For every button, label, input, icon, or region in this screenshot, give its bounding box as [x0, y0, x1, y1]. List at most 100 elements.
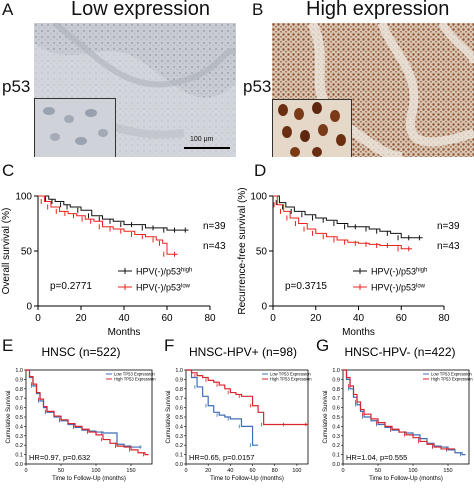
y-axis-label: Recurrence-free survival (%)	[237, 187, 248, 314]
x-tick-label: 0	[270, 313, 276, 324]
y-tick-label: 0.6	[332, 406, 340, 412]
y-tick-label: 0	[26, 302, 32, 313]
y-tick-label: 0.4	[332, 424, 340, 430]
y-tick-label: 0.0	[15, 462, 23, 468]
x-tick-label: 150	[443, 468, 452, 474]
hazard-ratio-annotation: HR=1.04, p=0.555	[346, 453, 407, 462]
y-tick-label: 0.1	[15, 453, 23, 459]
legend-label: Low TP53 Expression	[270, 372, 311, 377]
x-tick-label: 20	[310, 313, 322, 324]
panel-letter-d: D	[254, 161, 267, 180]
high-expression-curve	[343, 369, 455, 450]
y-tick-label: 0.4	[15, 424, 23, 430]
legend-label: High TP53 Expression	[114, 377, 156, 382]
chart-title: HNSC (n=522)	[41, 345, 120, 359]
n-label: n=39	[437, 221, 460, 232]
survival-curve-high	[38, 195, 189, 231]
x-tick-label: 50	[58, 468, 64, 474]
chart-title: HNSC-HPV- (n=422)	[344, 345, 455, 359]
legend-label: HPV(-)/p53low	[371, 283, 426, 293]
y-axis-label: Cumulative Survival	[323, 390, 329, 443]
y-tick-label: 0.8	[175, 387, 183, 393]
x-axis-label: Months	[342, 327, 375, 336]
x-tick-label: 0	[341, 468, 344, 474]
y-tick-label: 0.8	[332, 387, 340, 393]
y-tick-label: 0.2	[175, 443, 183, 449]
x-tick-label: 0	[35, 313, 41, 324]
x-tick-label: 80	[204, 313, 216, 324]
low-expression-curve	[343, 369, 466, 456]
y-tick-label: 100	[15, 192, 32, 203]
y-tick-label: 0.2	[332, 443, 340, 449]
y-tick-label: 0.9	[15, 377, 23, 383]
x-tick-label: 40	[118, 313, 130, 324]
chart-f-hnsc-hpv-pos: HNSC-HPV+ (n=98) 0.0 0.1 0.2 0.3 0.4 0.5 0.6 0.7…	[166, 345, 312, 482]
low-expression-curve	[26, 369, 142, 448]
x-tick-label: 0	[24, 468, 27, 474]
y-tick-label: 0.6	[15, 406, 23, 412]
chart-f-plot: HNSC-HPV+ (n=98) 0.0 0.1 0.2 0.3 0.4 0.5 0.6 0.7…	[166, 345, 312, 482]
legend-label: High TP53 Expression	[270, 377, 312, 382]
y-tick-label: 0.2	[15, 443, 23, 449]
micrograph-high-inset	[272, 99, 352, 157]
panel-b-row-label: p53	[243, 77, 272, 96]
legend-superscript: high	[181, 268, 192, 274]
y-tick-label: 0.9	[175, 377, 183, 383]
y-tick-label: 0.3	[175, 434, 183, 440]
chart-title: HNSC-HPV+ (n=98)	[189, 345, 297, 359]
x-axis-label: Time to Follow-Up (months)	[52, 476, 126, 482]
legend-superscript: low	[181, 284, 191, 290]
n-label: n=43	[437, 241, 460, 252]
survival-curve-low	[38, 195, 178, 255]
legend-label: High TP53 Expression	[431, 377, 473, 382]
hazard-ratio-annotation: HR=0.65, p=0.0157	[189, 453, 254, 462]
micrograph-low-expression: 100 μm	[34, 23, 236, 157]
chart-d-plot: 0 50 100 0 20 40 60 80 Months Recurrence-free sur…	[237, 187, 460, 336]
x-tick-label: 100	[292, 468, 301, 474]
panel-a-row-label: p53	[2, 77, 31, 96]
micrograph-high-svg	[272, 23, 474, 157]
high-expression-curve	[186, 369, 308, 426]
x-tick-label: 20	[75, 313, 87, 324]
panel-letter-b: B	[252, 0, 264, 19]
x-tick-label: 80	[272, 468, 278, 474]
y-tick-label: 0.5	[15, 415, 23, 421]
x-axis-label: Time to Follow-Up (months)	[369, 476, 443, 482]
y-tick-label: 0	[261, 302, 267, 313]
panel-letter-f: F	[164, 336, 175, 355]
chart-d-recurrence-free-survival: 0 50 100 0 20 40 60 80 Months Recurrence-free sur…	[237, 187, 460, 336]
x-tick-label: 100	[91, 468, 100, 474]
chart-c-overall-survival: 0 50 100 0 20 40 60 80 Months Overall survival (%…	[1, 192, 226, 337]
n-label: n=43	[203, 241, 226, 252]
y-tick-label: 100	[250, 192, 267, 203]
y-tick-label: 0.0	[332, 462, 340, 468]
y-tick-label: 0.7	[175, 396, 183, 402]
x-tick-label: 40	[227, 468, 233, 474]
y-tick-label: 1.0	[15, 368, 23, 374]
y-tick-label: 0.0	[175, 462, 183, 468]
legend-label: HPV(-)/p53high	[136, 267, 192, 277]
x-tick-label: 20	[205, 468, 211, 474]
chart-c-plot: 0 50 100 0 20 40 60 80 Months Overall survival (%…	[1, 192, 226, 337]
panel-a-title: Low expression	[71, 0, 210, 20]
x-tick-label: 100	[408, 468, 417, 474]
y-tick-label: 50	[256, 247, 268, 258]
survival-curve-high	[273, 195, 423, 239]
x-axis-label: Months	[108, 327, 141, 336]
panel-b-title: High expression	[306, 0, 450, 20]
p-value: p=0.3715	[285, 281, 327, 292]
x-axis-label: Time to Follow-Up (months)	[210, 476, 284, 482]
x-tick-label: 60	[161, 313, 173, 324]
y-tick-label: 0.3	[15, 434, 23, 440]
y-tick-label: 0.7	[332, 396, 340, 402]
panel-letter-c: C	[2, 161, 15, 180]
y-tick-label: 50	[21, 247, 33, 258]
legend-label: Low TP53 Expression	[114, 372, 155, 377]
high-expression-curve	[26, 369, 149, 456]
y-axis-label: Cumulative Survival	[6, 390, 12, 443]
y-axis-label: Overall survival (%)	[1, 208, 12, 295]
chart-g-plot: HNSC-HPV- (n=422) 0.0 0.1 0.2 0.3 0.4 0.5 0.6 0.…	[323, 345, 473, 482]
y-axis-label: Cumulative Survival	[166, 390, 172, 443]
n-label: n=39	[203, 221, 226, 232]
legend-superscript: high	[416, 268, 427, 274]
